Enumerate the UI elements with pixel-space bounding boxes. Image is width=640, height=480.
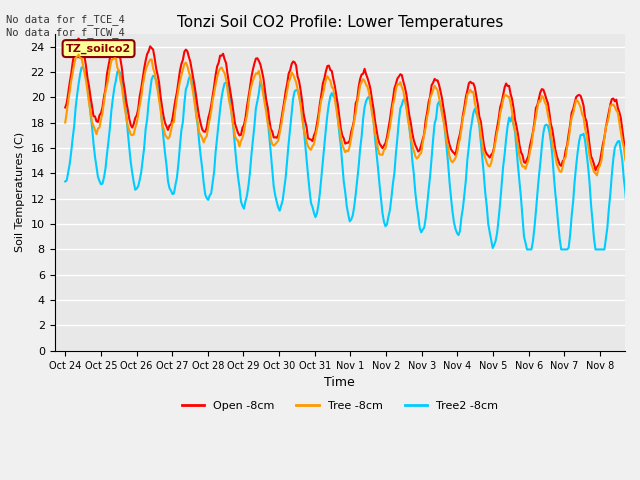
Text: TZ_soilco2: TZ_soilco2: [66, 44, 131, 54]
Title: Tonzi Soil CO2 Profile: Lower Temperatures: Tonzi Soil CO2 Profile: Lower Temperatur…: [177, 15, 503, 30]
Y-axis label: Soil Temperatures (C): Soil Temperatures (C): [15, 132, 25, 252]
Text: No data for f_TCE_4
No data for f_TCW_4: No data for f_TCE_4 No data for f_TCW_4: [6, 14, 125, 38]
X-axis label: Time: Time: [324, 376, 355, 389]
Legend: Open -8cm, Tree -8cm, Tree2 -8cm: Open -8cm, Tree -8cm, Tree2 -8cm: [177, 396, 502, 415]
